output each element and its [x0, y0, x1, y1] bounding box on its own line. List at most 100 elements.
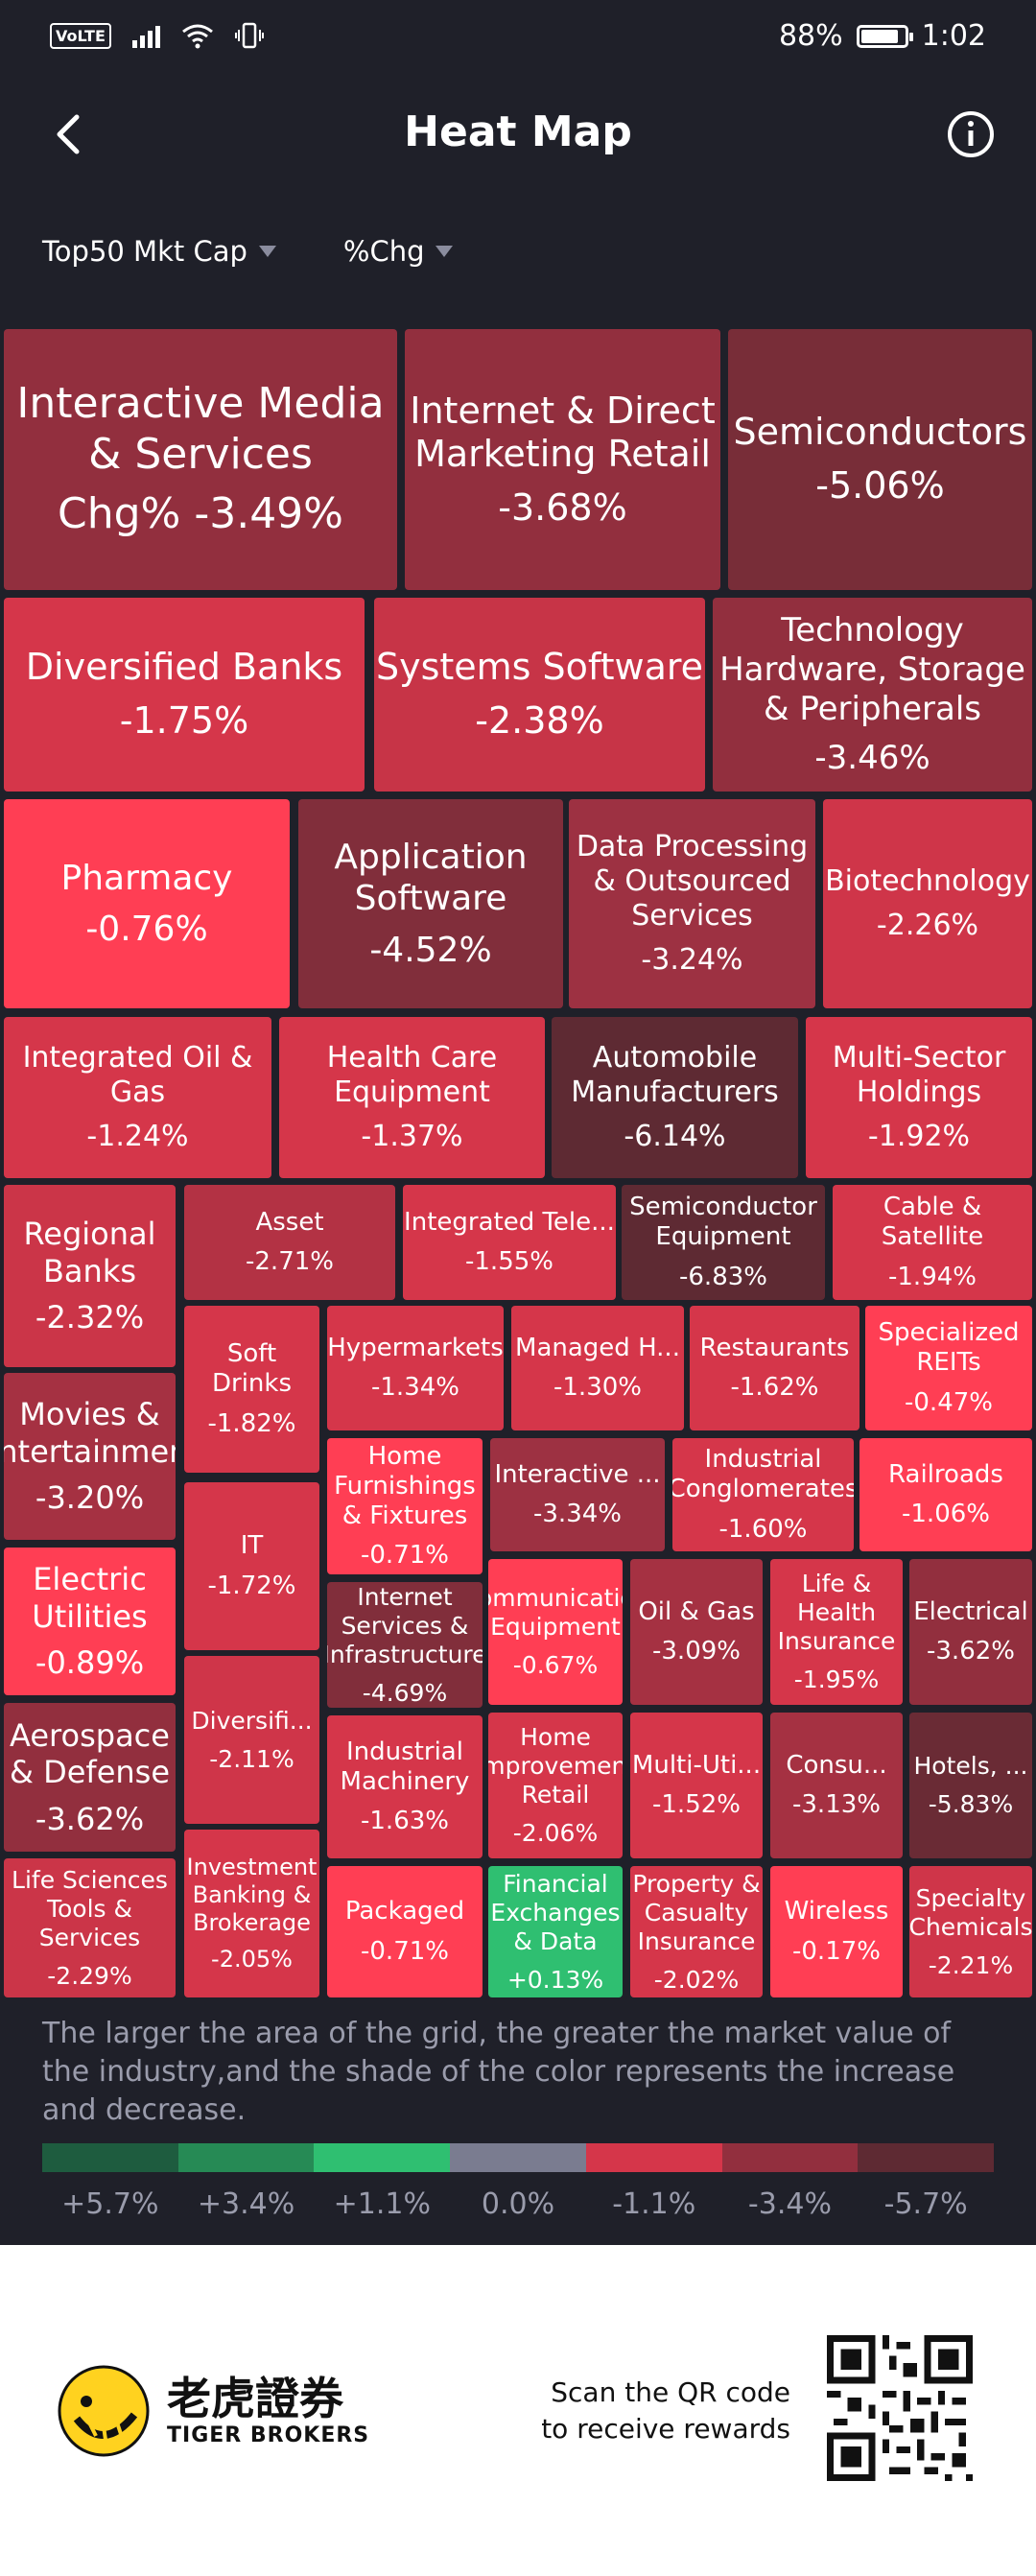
heatmap-tile[interactable]: Home Furnishings & Fixtures -0.71% [327, 1438, 483, 1574]
tile-change-value: -3.62% [927, 1637, 1015, 1666]
heatmap-tile[interactable]: Home Improvement Retail -2.06% [488, 1713, 623, 1858]
heatmap-tile[interactable]: Restaurants -1.62% [690, 1306, 859, 1430]
tile-change-value: -1.63% [361, 1807, 449, 1836]
status-bar: VoLTE 88% 1:02 [0, 0, 1036, 72]
tile-industry-name: Investment Banking & Brokerage [186, 1853, 318, 1936]
heatmap-tile[interactable]: Packaged -0.71% [327, 1866, 483, 1997]
back-icon[interactable] [46, 109, 96, 159]
heatmap-tile[interactable]: Diversifi... -2.11% [184, 1656, 319, 1824]
tile-change-value: -2.29% [47, 1961, 132, 1990]
heatmap-tile[interactable]: Semiconductor Equipment -6.83% [622, 1185, 825, 1300]
chevron-down-icon [436, 246, 454, 257]
heatmap-tile[interactable]: Regional Banks -2.32% [4, 1185, 176, 1367]
tile-change-value: Chg% -3.49% [58, 489, 343, 539]
heatmap-tile[interactable]: Internet Services & Infrastructure -4.69% [327, 1582, 483, 1708]
heatmap-tile[interactable]: Multi-Sector Holdings -1.92% [806, 1017, 1032, 1178]
heatmap-tile[interactable]: Aerospace & Defense -3.62% [4, 1703, 176, 1852]
heatmap-tile[interactable]: Hypermarkets -1.34% [327, 1306, 504, 1430]
tile-industry-name: Packaged [344, 1897, 465, 1926]
heatmap-tile[interactable]: Interactive Media & Services Chg% -3.49% [4, 329, 397, 590]
scan-qr-text: Scan the QR code to receive rewards [541, 2375, 790, 2447]
brand-logo: 老虎證券 TIGER BROKERS [58, 2365, 369, 2457]
tile-industry-name: Regional Banks [23, 1216, 156, 1289]
heatmap-tile[interactable]: Semiconductors -5.06% [728, 329, 1032, 590]
heatmap-tile[interactable]: Life Sciences Tools & Services -2.29% [4, 1858, 176, 1997]
heatmap-tile[interactable]: Managed H... -1.30% [511, 1306, 684, 1430]
tile-change-value: -1.30% [553, 1373, 642, 1402]
heatmap-tile[interactable]: Consu... -3.13% [770, 1713, 903, 1858]
heatmap-tile[interactable]: Financial Exchanges & Data +0.13% [488, 1866, 623, 1997]
tile-industry-name: Multi-Sector Holdings [832, 1041, 1006, 1109]
heatmap-tile[interactable]: Property & Casualty Insurance -2.02% [630, 1866, 763, 1997]
heatmap-tile[interactable]: Electrical -3.62% [909, 1559, 1032, 1705]
heatmap-tile[interactable]: Wireless -0.17% [770, 1866, 903, 1997]
heatmap-tile[interactable]: Biotechnology -2.26% [823, 799, 1032, 1008]
heatmap-tile[interactable]: Communication Equipment -0.67% [488, 1559, 623, 1705]
heatmap-tile[interactable]: Data Processing & Outsourced Services -3.… [569, 799, 815, 1008]
heatmap-tile[interactable]: Interactive ... -3.34% [490, 1438, 665, 1551]
heatmap-tile[interactable]: Life & Health Insurance -1.95% [770, 1559, 903, 1705]
legend-swatch [177, 2143, 315, 2172]
tile-change-value: -2.38% [475, 699, 604, 742]
vibrate-icon [234, 22, 264, 49]
measure-dropdown[interactable]: %Chg [343, 235, 454, 268]
metric-dropdown[interactable]: Top50 Mkt Cap [42, 235, 276, 268]
heatmap-tile[interactable]: Integrated Oil & Gas -1.24% [4, 1017, 271, 1178]
tile-change-value: -1.37% [361, 1120, 463, 1153]
info-icon[interactable] [946, 109, 996, 159]
heatmap-tile[interactable]: Systems Software -2.38% [374, 598, 705, 792]
tile-industry-name: Application Software [334, 838, 528, 919]
heatmap-tile[interactable]: Automobile Manufacturers -6.14% [552, 1017, 798, 1178]
tile-change-value: -1.24% [86, 1120, 189, 1153]
tile-industry-name: Internet Services & Infrastructure [327, 1582, 483, 1668]
tile-industry-name: Internet & Direct Marketing Retail [410, 389, 716, 476]
heatmap-tile[interactable]: IT -1.72% [184, 1482, 319, 1650]
heatmap-tile[interactable]: Oil & Gas -3.09% [630, 1559, 763, 1705]
brand-name-chinese: 老虎證券 [167, 2373, 343, 2425]
tile-change-value: -1.95% [793, 1666, 880, 1693]
tile-change-value: -1.55% [465, 1247, 553, 1276]
heatmap-tile[interactable]: Movies & Entertainment -3.20% [4, 1373, 176, 1540]
tile-industry-name: Interactive ... [494, 1459, 661, 1489]
heatmap-tile[interactable]: Pharmacy -0.76% [4, 799, 290, 1008]
heatmap-tile[interactable]: Railroads -1.06% [859, 1438, 1032, 1551]
heatmap-tile[interactable]: Hotels, ... -5.83% [909, 1713, 1032, 1858]
heatmap-tile[interactable]: Electric Utilities -0.89% [4, 1548, 176, 1695]
legend-label: +5.7% [61, 2187, 159, 2221]
tile-change-value: -3.09% [652, 1637, 741, 1666]
legend-label: +1.1% [333, 2187, 431, 2221]
tile-change-value: -1.60% [718, 1514, 808, 1544]
legend-description: The larger the area of the grid, the gre… [42, 2017, 955, 2127]
tile-industry-name: Communication Equipment [488, 1584, 623, 1641]
heatmap-tile[interactable]: Application Software -4.52% [298, 799, 563, 1008]
tile-industry-name: Managed H... [515, 1333, 680, 1362]
tile-industry-name: Oil & Gas [638, 1596, 755, 1626]
tile-industry-name: Biotechnology [825, 864, 1030, 898]
heatmap-tile[interactable]: Diversified Banks -1.75% [4, 598, 365, 792]
heatmap-tile[interactable]: Internet & Direct Marketing Retail -3.68% [405, 329, 720, 590]
tile-change-value: -3.20% [35, 1479, 145, 1517]
tile-industry-name: Movies & Entertainment [4, 1396, 176, 1470]
tile-industry-name: Systems Software [375, 646, 704, 689]
heatmap-tile[interactable]: Cable & Satellite -1.94% [833, 1185, 1032, 1300]
qr-code [827, 2335, 973, 2481]
heatmap-tile[interactable]: Multi-Uti... -1.52% [630, 1713, 763, 1858]
heatmap-tile[interactable]: Technology Hardware, Storage & Periphera… [713, 598, 1032, 792]
tile-change-value: -2.11% [209, 1744, 294, 1773]
tile-change-value: -3.68% [498, 485, 627, 529]
heatmap-tile[interactable]: Integrated Tele... -1.55% [403, 1185, 616, 1300]
heatmap-tile[interactable]: Specialty Chemicals -2.21% [909, 1866, 1032, 1997]
chevron-down-icon [258, 246, 276, 257]
heatmap-tile[interactable]: Asset -2.71% [184, 1185, 395, 1300]
heatmap-tile[interactable]: Specialized REITs -0.47% [865, 1306, 1032, 1430]
heatmap-tile[interactable]: Industrial Machinery -1.63% [327, 1715, 483, 1858]
heatmap-tile[interactable]: Soft Drinks -1.82% [184, 1306, 319, 1473]
heatmap-tile[interactable]: Investment Banking & Brokerage -2.05% [184, 1830, 319, 1997]
tile-change-value: -5.83% [928, 1790, 1014, 1818]
tile-industry-name: Diversified Banks [25, 646, 343, 689]
heatmap-tile[interactable]: Industrial Conglomerates -1.60% [672, 1438, 854, 1551]
legend-swatch [450, 2143, 586, 2172]
tile-industry-name: Home Furnishings & Fixtures [334, 1441, 476, 1530]
legend-label: -5.7% [883, 2187, 968, 2221]
heatmap-tile[interactable]: Health Care Equipment -1.37% [279, 1017, 545, 1178]
